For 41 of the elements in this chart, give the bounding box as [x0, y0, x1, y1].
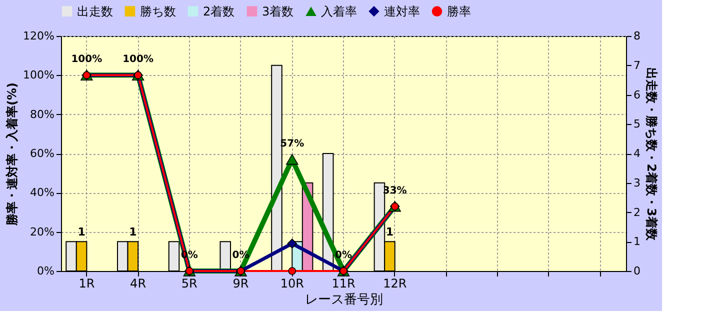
x-tick-label: 9R — [232, 276, 249, 290]
y2-tick-label: 4 — [634, 147, 640, 160]
point — [287, 238, 298, 248]
data-label: 100% — [71, 54, 102, 66]
x-tick-label: 4R — [130, 276, 146, 290]
y-tick-label: 80% — [30, 108, 54, 121]
y-tick-label: 40% — [30, 186, 54, 200]
y2-tick-label: 1 — [634, 235, 640, 248]
y2-axis-title: 出走数・勝ち数・2着数・3着数 — [644, 68, 658, 242]
y-tick-label: 60% — [30, 147, 54, 160]
x-tick-label: 11R — [332, 276, 356, 290]
y2-tick-label: 3 — [634, 176, 640, 190]
y2-tick-label: 7 — [634, 58, 640, 72]
legend-label: 入着率 — [321, 4, 357, 18]
legend-label: 連対率 — [384, 4, 420, 18]
legend-label: 勝率 — [447, 4, 471, 18]
point — [286, 154, 298, 165]
legend-label: 2着数 — [203, 4, 235, 18]
y-tick-label: 100% — [23, 68, 54, 82]
y-tick-label: 0% — [37, 264, 54, 278]
y2-tick-label: 8 — [634, 30, 640, 42]
y2-tick-label: 6 — [634, 88, 640, 102]
x-tick-label: 1R — [78, 276, 95, 290]
point — [288, 267, 296, 275]
y-tick-label: 120% — [23, 30, 54, 42]
data-label: 100% — [122, 54, 154, 66]
x-tick-label: 5R — [181, 276, 198, 290]
x-tick-label: 10R — [280, 276, 304, 290]
y-tick-label: 20% — [30, 225, 54, 238]
legend-label: 出走数 — [77, 4, 113, 18]
legend-label: 勝ち数 — [140, 4, 176, 18]
data-label: 1 — [386, 226, 394, 239]
data-label: 1 — [129, 226, 137, 239]
y2-tick-label: 0 — [634, 264, 640, 278]
data-label: 1 — [78, 226, 86, 239]
y2-tick-label: 5 — [634, 118, 640, 131]
y-axis-title: 勝率・連対率・入着率(%) — [5, 82, 20, 226]
x-axis-title: レース番号別 — [305, 292, 383, 308]
legend-label: 3着数 — [262, 4, 294, 18]
y2-tick-label: 2 — [634, 206, 640, 219]
x-tick-label: 12R — [383, 276, 407, 290]
